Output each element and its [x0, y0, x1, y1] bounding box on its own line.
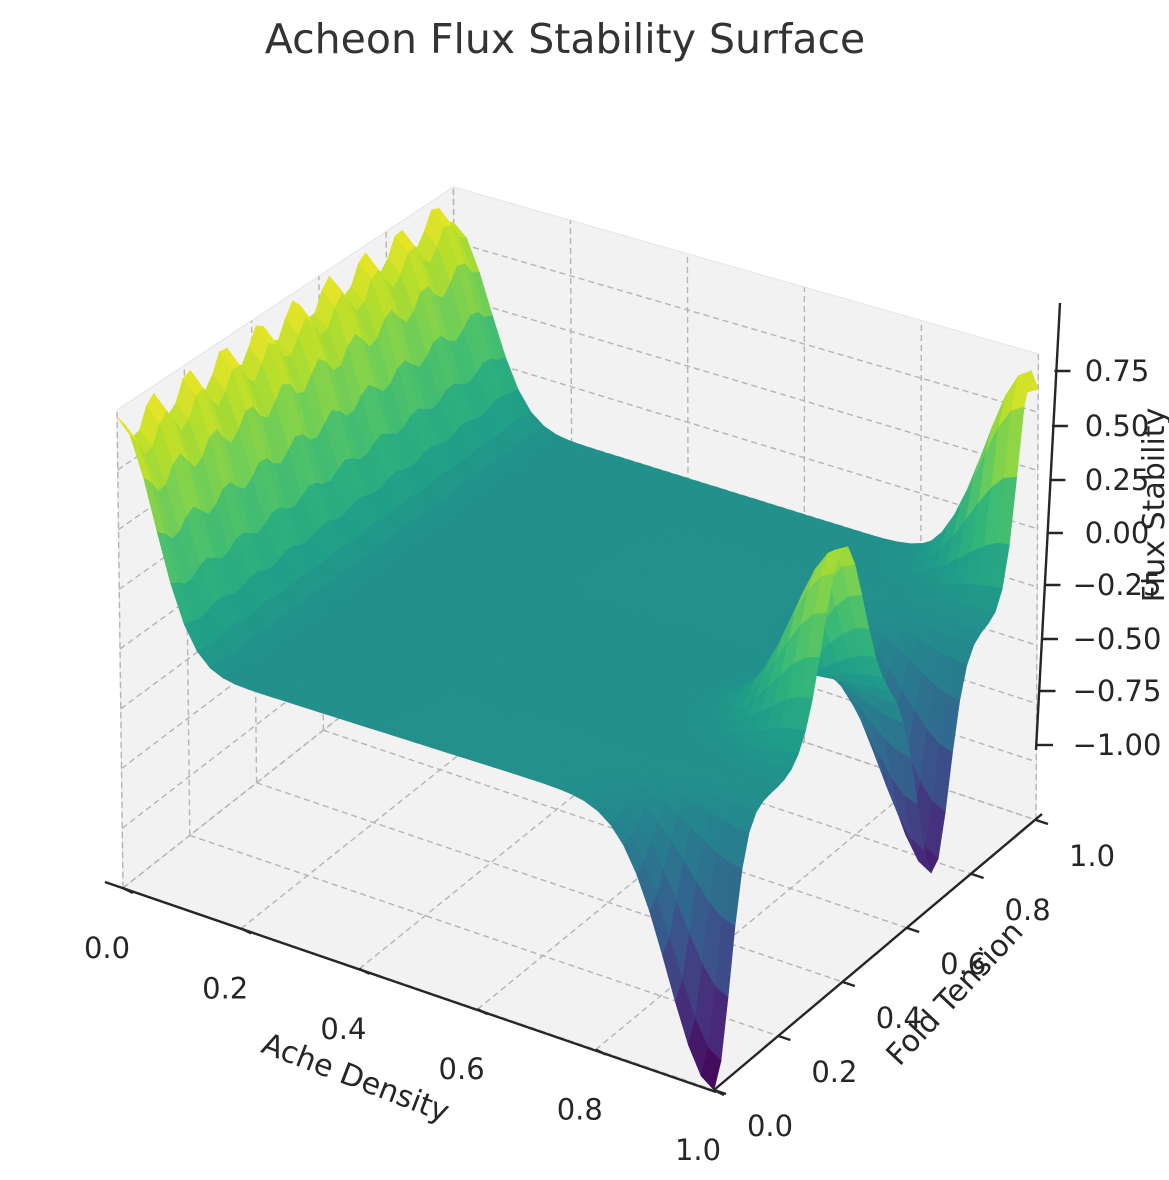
y-tick-0: [713, 1088, 727, 1096]
z-tick-label-6: 0.50: [1085, 409, 1150, 443]
grid-floor-y-2: [256, 782, 844, 983]
y-tick-label-3: 0.6: [940, 947, 986, 981]
y-tick-label-0: 0.0: [747, 1109, 793, 1143]
z-tick-label-7: 0.75: [1085, 354, 1150, 388]
grid-floor-y-3: [323, 729, 908, 929]
y-axis-line: [713, 813, 1043, 1091]
x-axis-line: [104, 880, 717, 1094]
surface-plot: [116, 207, 1039, 1091]
y-tick-label-4: 0.8: [1005, 893, 1051, 927]
surface-facet-2115: [700, 1047, 722, 1091]
y-tick-label-1: 0.2: [811, 1055, 857, 1089]
z-tick-label-2: −0.50: [1073, 622, 1162, 656]
x-tick-label-4: 0.8: [557, 1093, 603, 1127]
grid-back-z-6: [454, 295, 1039, 472]
x-tick-3: [477, 1008, 489, 1016]
y-tick-3: [906, 926, 920, 934]
axes: [104, 302, 1071, 1097]
grid-floor-y-1: [189, 834, 779, 1037]
x-tick-0: [122, 886, 134, 895]
grid-back-z-5: [454, 350, 1038, 530]
y-tick-5: [1035, 818, 1049, 826]
y-tick-4: [971, 872, 984, 880]
x-tick-label-0: 0.0: [84, 931, 130, 965]
x-tick-2: [358, 967, 370, 975]
x-tick-label-2: 0.4: [320, 1012, 366, 1046]
y-tick-2: [842, 980, 856, 988]
y-tick-1: [778, 1034, 791, 1042]
grid-back-x-5: [1035, 353, 1040, 821]
z-axis-title: Flux Stability: [1137, 408, 1169, 603]
x-tick-4: [595, 1048, 607, 1056]
z-tick-label-3: −0.25: [1073, 568, 1162, 602]
z-tick-label-5: 0.25: [1085, 463, 1150, 497]
z-axis-line: [1034, 302, 1062, 751]
chart-title: Acheon Flux Stability Surface: [265, 15, 865, 63]
x-tick-1: [240, 927, 252, 935]
y-tick-label-5: 1.0: [1069, 839, 1115, 873]
grid-back-z-7: [453, 241, 1039, 413]
y-tick-label-2: 0.4: [876, 1001, 922, 1035]
x-tick-label-1: 0.2: [202, 971, 248, 1005]
grid-floor-x-4: [595, 780, 921, 1051]
y-axis-title: Fold Tension: [880, 914, 1031, 1072]
x-tick-label-5: 1.0: [675, 1133, 721, 1167]
z-tick-label-4: 0.00: [1085, 516, 1150, 550]
x-tick-label-3: 0.6: [439, 1052, 485, 1086]
z-tick-label-1: −0.75: [1073, 674, 1162, 708]
tick-labels: 0.0 0.2 0.4 0.6 0.8 1.0 0.0 0.2 0.4 0.6 0.8 1.0 −1.0…: [84, 354, 1162, 1167]
z-tick-label-0: −1.00: [1073, 728, 1162, 762]
